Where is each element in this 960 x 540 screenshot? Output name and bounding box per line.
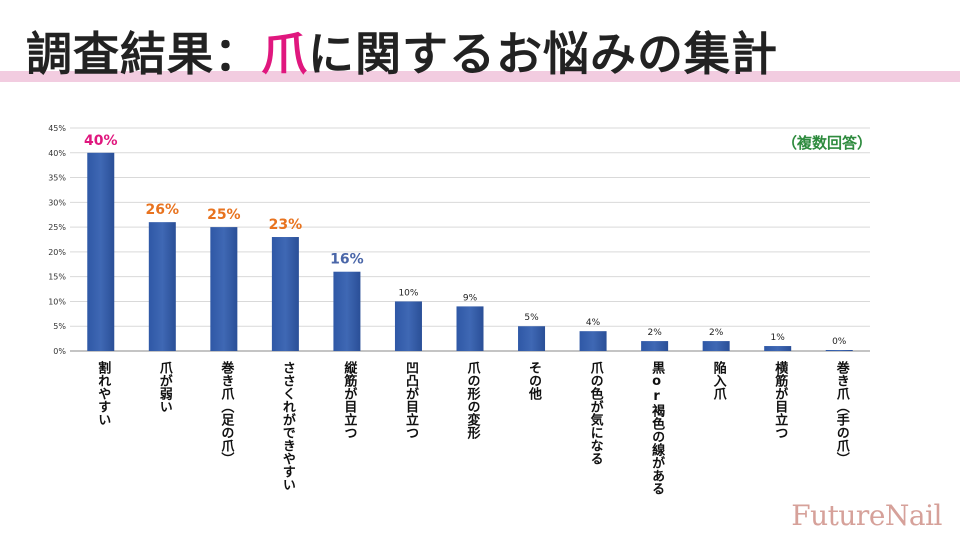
x-category-label: その他	[526, 361, 543, 401]
bar	[394, 301, 422, 351]
x-category-label: 陥入爪	[711, 360, 727, 401]
bar	[148, 222, 176, 351]
data-label: 25%	[207, 207, 241, 223]
y-tick-label: 35%	[48, 174, 66, 183]
y-tick-label: 25%	[48, 223, 66, 232]
data-label: 5%	[524, 313, 539, 323]
y-tick-label: 5%	[53, 322, 66, 331]
x-category-label: 爪の色が気になる	[588, 361, 604, 465]
title-accent: 爪	[261, 27, 308, 81]
data-label: 2%	[647, 328, 662, 338]
page-title: 調査結果：爪に関するお悩みの集計	[26, 18, 778, 84]
x-category-label: 巻き爪（手の爪）	[834, 360, 851, 465]
title-underline-band	[0, 71, 960, 82]
x-category-label: 割れやすい	[95, 360, 111, 426]
x-category-label: 巻き爪（足の爪）	[218, 360, 235, 465]
y-tick-label: 0%	[53, 347, 66, 356]
y-tick-label: 15%	[48, 273, 66, 282]
bar	[456, 306, 484, 351]
data-label: 9%	[463, 293, 478, 303]
bar	[764, 346, 792, 351]
y-tick-label: 45%	[48, 124, 66, 133]
x-category-label: 凹凸が目立つ	[403, 361, 419, 439]
data-label: 16%	[330, 252, 364, 268]
brand-logo: FutureNail	[791, 499, 942, 532]
y-tick-label: 10%	[48, 297, 66, 306]
bar	[825, 350, 853, 351]
bar	[579, 331, 607, 351]
data-label: 4%	[586, 318, 601, 328]
multiple-answer-note: （複数回答）	[781, 134, 872, 152]
data-label: 10%	[398, 288, 418, 298]
bar	[333, 271, 361, 351]
bar	[210, 227, 238, 351]
x-category-label: ささくれができやすい	[280, 361, 296, 491]
y-tick-label: 20%	[48, 248, 66, 257]
bar	[702, 341, 730, 351]
x-category-label: 爪が弱い	[157, 361, 173, 413]
data-label: 40%	[84, 133, 118, 149]
bar	[641, 341, 669, 351]
data-label: 0%	[832, 337, 847, 347]
data-label: 1%	[771, 333, 786, 343]
y-tick-label: 40%	[48, 149, 66, 158]
data-label: 2%	[709, 328, 724, 338]
title-suffix: に関するお悩みの集計	[308, 27, 778, 81]
x-category-label: 黒or褐色の線がある	[649, 360, 666, 495]
y-tick-label: 30%	[48, 198, 66, 207]
bar	[271, 237, 299, 351]
bar	[87, 152, 115, 351]
x-category-label: 横筋が目立つ	[772, 360, 789, 439]
title-prefix: 調査結果：	[26, 27, 261, 81]
x-category-label: 縦筋が目立つ	[341, 360, 358, 439]
bar	[518, 326, 546, 351]
data-label: 26%	[146, 202, 180, 218]
x-category-label: 爪の形の変形	[465, 361, 481, 440]
data-label: 23%	[269, 217, 303, 233]
